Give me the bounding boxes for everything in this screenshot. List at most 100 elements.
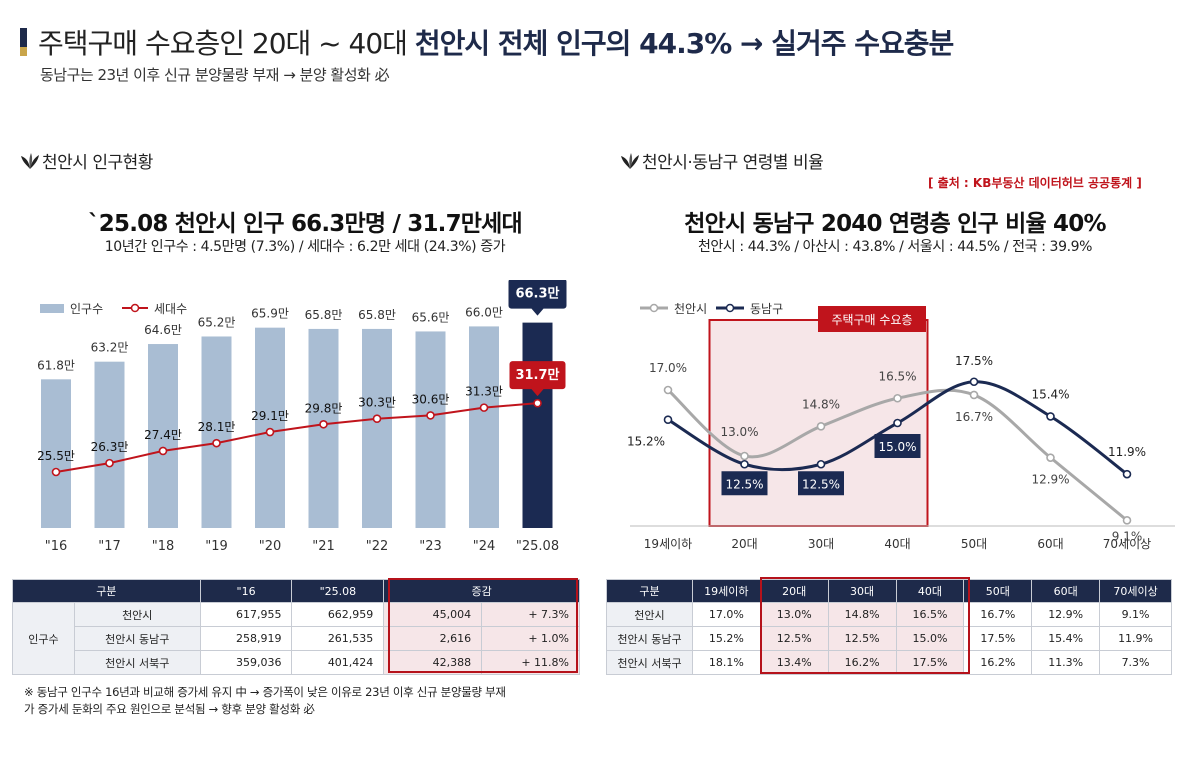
page-title: 주택구매 수요층인 20대 ~ 40대 천안시 전체 인구의 44.3% → 실… [38,22,954,62]
dongnam-value-label: 17.5% [955,354,993,368]
table-row: 천안시 17.0% 13.0% 14.8% 16.5% 16.7% 12.9% … [606,602,1172,627]
table-cell: 17.5% [895,650,965,675]
x-tick-label: 60대 [1037,537,1063,551]
population-bar-chart: 인구수 세대수 61.8만 "16 63.2만 "17 64.6만 "18 65.2만 "19 65… [37,280,567,554]
cheonan-value-label: 17.0% [649,361,687,375]
table-header-row: 구분 19세이하 20대 30대 40대 50대 60대 70세이상 [606,579,1172,603]
page-title-prefix: 주택구매 수요층인 20대 ~ 40대 [38,27,408,60]
table-row: 천안시 동남구 15.2% 12.5% 12.5% 15.0% 17.5% 15… [606,626,1172,651]
footnote-line: ※ 동남구 인구수 16년과 비교해 증가세 유지 中 → 증가폭이 낮은 이유… [24,685,506,699]
dongnam-point [663,415,673,424]
line-value-label: 30.3만 [358,396,396,410]
x-tick-label: "20 [259,539,282,554]
dongnam-point [1122,469,1132,479]
table-header: 40대 [895,579,965,603]
households-point [105,458,114,468]
table-cell: 401,424 [291,650,385,675]
footnote: ※ 동남구 인구수 16년과 비교해 증가세 유지 中 → 증가폭이 낮은 이유… [24,684,594,718]
line-value-label: 28.1만 [198,420,236,434]
households-line [55,402,538,473]
dongnam-point [740,459,749,469]
row-label: 천안시 서북구 [606,650,693,675]
legend-label-population: 인구수 [70,302,103,316]
legend-label-cheonan: 천안시 [674,301,707,316]
row-label: 천안시 서북구 [73,650,201,675]
bar-value-label: 66.0만 [465,305,503,319]
households-point [426,411,435,420]
table-header: 구분 [606,579,693,603]
dongnam-point [969,377,979,387]
table-cell: 14.8% [827,602,897,627]
x-tick-label: 50대 [961,537,987,551]
x-tick-label: 30대 [808,537,834,551]
row-label: 천안시 [606,602,693,627]
demand-band-label: 주택구매 수요층 [831,313,912,327]
cheonan-point [816,422,826,431]
cheonan-point [893,393,902,403]
table-cell: 45,004 [383,602,483,627]
left-headline: `25.08 천안시 인구 66.3만명 / 31.7만세대 [88,211,523,237]
bar [415,331,446,528]
x-tick-label: 20대 [731,537,757,551]
dongnam-point [1046,412,1055,421]
leaf-icon [21,153,39,169]
table-header: 구분 [12,579,201,603]
x-tick-label: 70세이상 [1103,537,1151,551]
table-cell: 261,535 [291,626,385,651]
demand-age-highlight-box [760,577,970,674]
dongnam-value-label: 15.2% [627,435,665,449]
table-row: 천안시 서북구 18.1% 13.4% 16.2% 17.5% 16.2% 11… [606,650,1172,675]
table-cell: 15.4% [1031,626,1101,651]
table-cell: 15.2% [691,626,761,651]
table-cell: + 7.3% [481,602,580,627]
table-header: "16 [199,579,293,603]
bar-value-label: 65.9만 [251,307,289,321]
table-header: 60대 [1031,579,1101,603]
line-value-label: 31.3만 [465,385,503,399]
households-point [158,446,168,456]
bar-value-label: 65.2만 [198,315,236,329]
table-header: "25.08 [291,579,385,603]
table-header: 20대 [759,579,829,603]
bar [148,344,178,528]
table-cell: 11.9% [1099,626,1172,651]
table-row: 천안시 서북구 359,036 401,424 42,388 + 11.8% [13,650,580,675]
right-section-title-text: 천안시·동남구 연령별 비율 [642,153,824,173]
bar-value-label: 64.6만 [144,323,182,337]
x-tick-label: "21 [312,539,335,554]
table-cell: 15.0% [895,626,965,651]
dongnam-value-label: 15.0% [878,440,916,454]
line-value-label: 31.7만 [515,367,559,383]
cheonan-point [1122,516,1132,525]
table-row: 천안시 동남구 258,919 261,535 2,616 + 1.0% [13,626,580,651]
x-tick-label: "23 [419,539,442,554]
dongnam-value-box [798,471,844,496]
cheonan-value-label: 16.7% [955,410,993,424]
cheonan-value-label: 14.8% [802,397,840,411]
cheonan-value-label: 13.0% [720,425,758,439]
households-point [265,427,275,437]
table-cell: 42,388 [383,650,483,675]
legend-marker-households [130,303,140,313]
table-cell: 12.9% [1031,602,1101,627]
cheonan-point [740,451,749,461]
table-cell: 12.5% [759,626,829,651]
age-ratio-table: 구분 19세이하 20대 30대 40대 50대 60대 70세이상 천안시 1… [606,579,1172,675]
households-point [479,403,489,412]
table-cell: 16.2% [963,650,1033,675]
dongnam-value-box [721,471,768,496]
table-header: 70세이상 [1099,579,1172,603]
table-cell: 9.1% [1099,602,1172,627]
bar-value-label: 61.8만 [37,358,75,372]
dongnam-point [816,459,826,469]
cheonan-value-label: 9.1% [1112,529,1143,543]
table-cell: 7.3% [1099,650,1172,675]
legend-marker-cheonan [649,303,659,313]
households-point [51,467,61,477]
legend-swatch-population [40,304,64,313]
table-cell: 11.3% [1031,650,1101,675]
source-note: [ 출처 : KB부동산 데이터허브 공공통계 ] [928,176,1142,190]
line-value-label: 26.3만 [91,440,129,454]
row-label: 천안시 동남구 [73,626,201,651]
page-subtitle: 동남구는 23년 이후 신규 분양물량 부재 → 분양 활성화 必 [40,66,390,84]
